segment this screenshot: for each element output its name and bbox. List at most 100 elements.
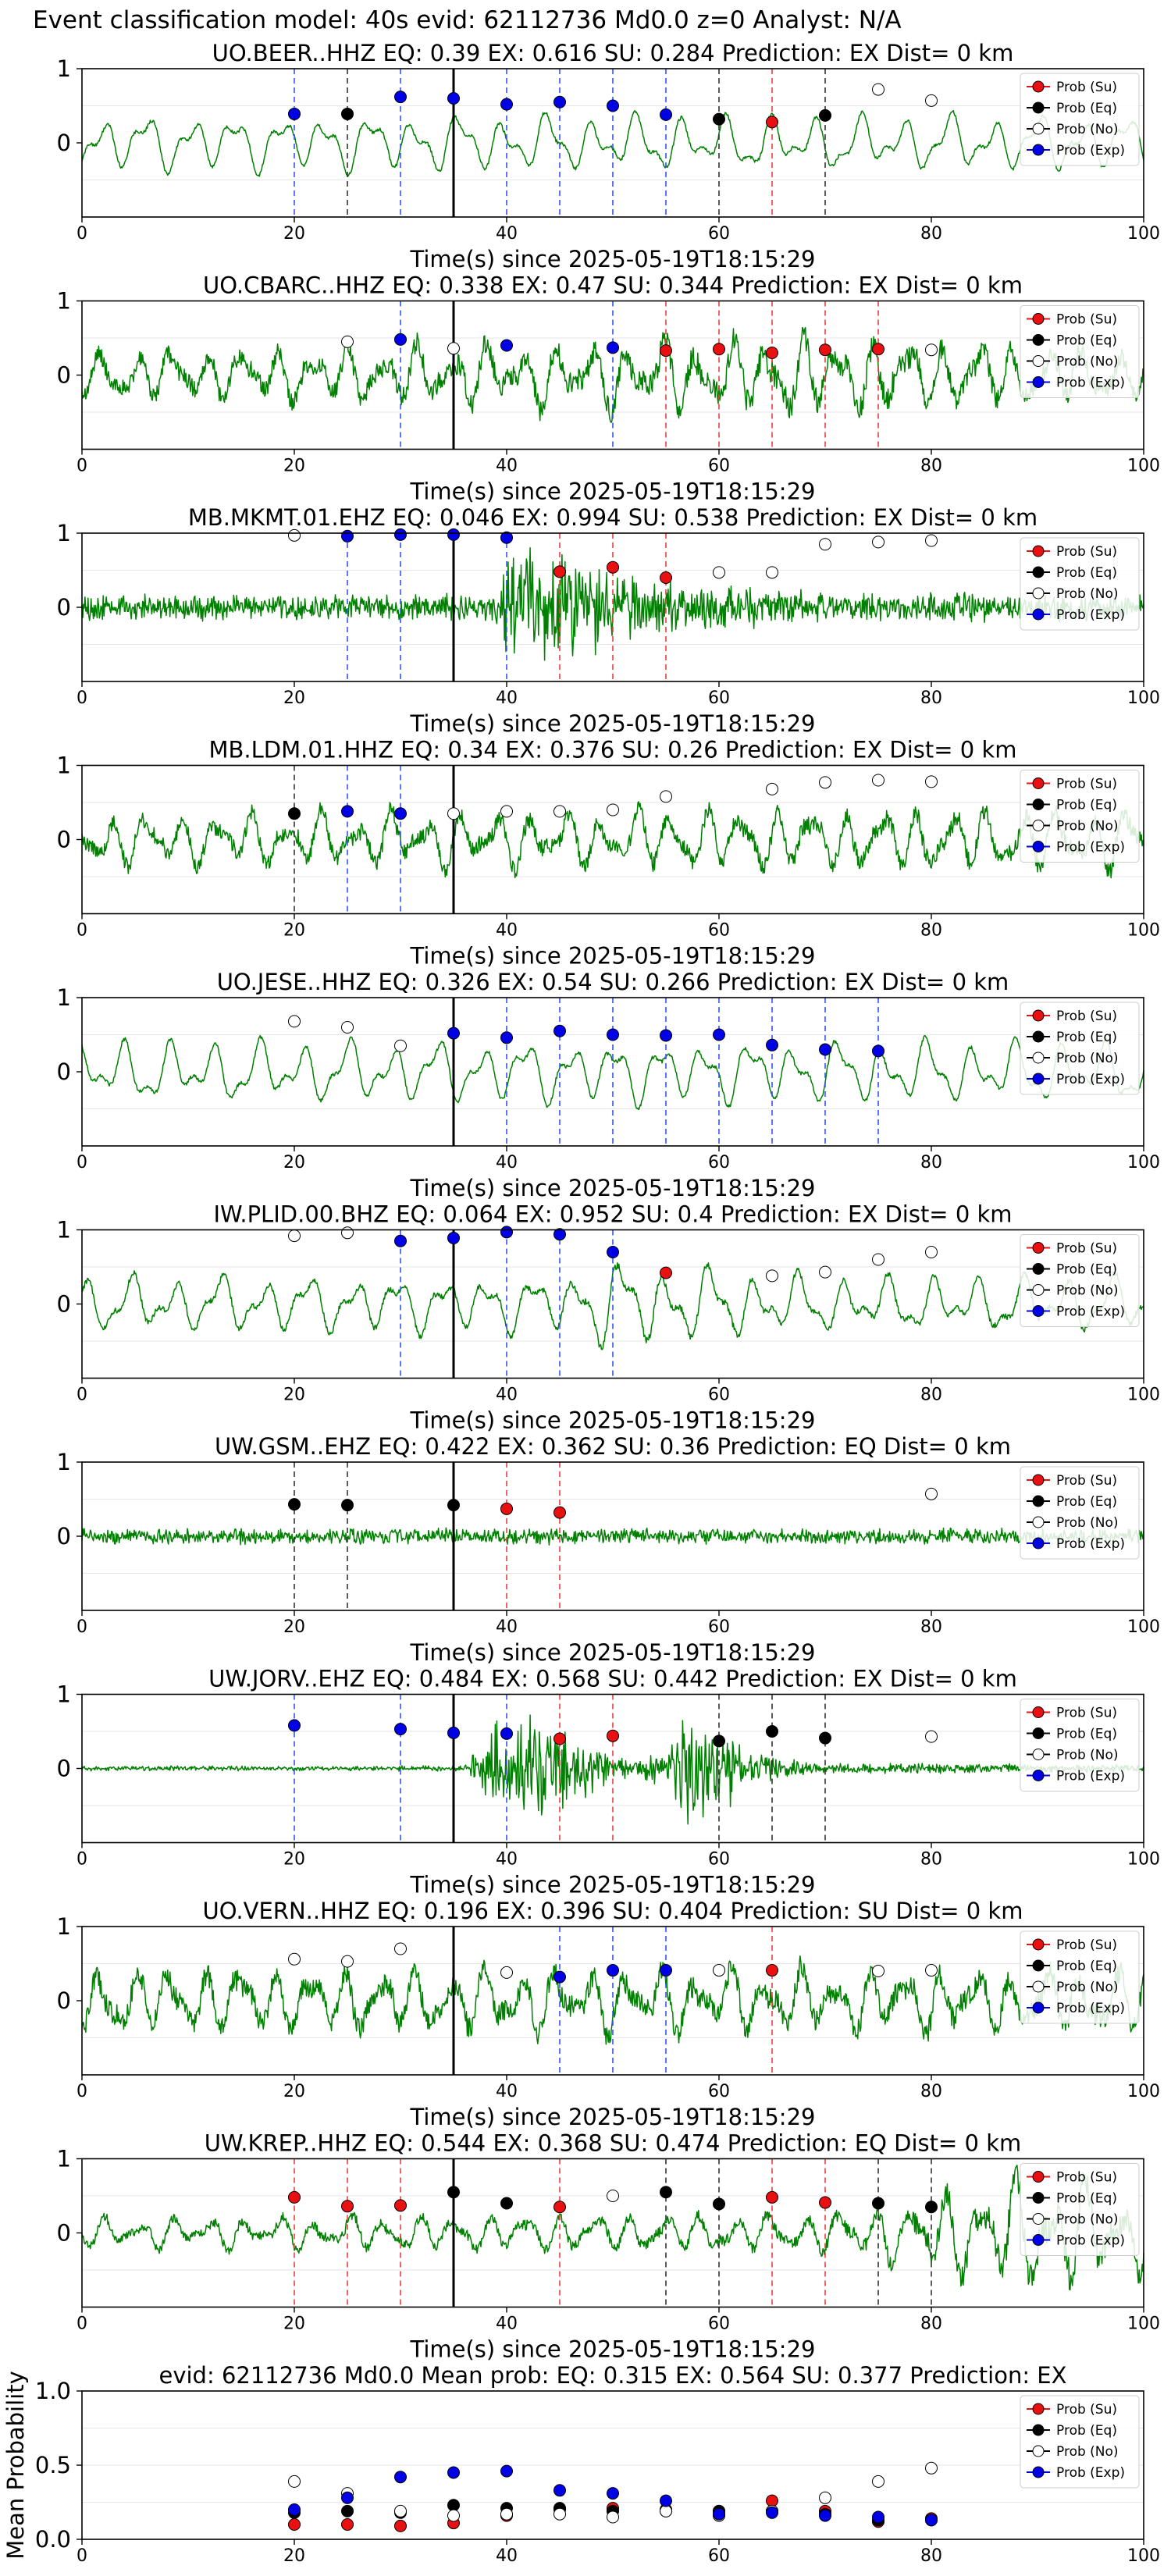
- legend-marker-no: [1032, 1980, 1045, 1993]
- y-tick-label: 1: [57, 1449, 71, 1475]
- legend-label-eq: Prob (Eq): [1056, 798, 1117, 813]
- prob-point-eq: [713, 1735, 725, 1748]
- mean-point-no: [553, 2507, 566, 2521]
- waveform-trace: [81, 1034, 1144, 1111]
- legend-label-su: Prob (Su): [1056, 2402, 1117, 2418]
- legend: Prob (Su) Prob (Eq) Prob (No) Prob (Exp): [1020, 1002, 1140, 1095]
- y-tick-label: 0: [57, 1523, 71, 1550]
- y-tick-label: 1: [57, 984, 71, 1011]
- x-tick-label: 20: [283, 1386, 305, 1405]
- x-axis-label: Time(s) since 2025-05-19T18:15:29: [410, 2104, 816, 2130]
- x-axis-label: Time(s) since 2025-05-19T18:15:29: [410, 2336, 816, 2363]
- prob-point-exp: [660, 1029, 672, 1042]
- legend-label-su: Prob (Su): [1056, 80, 1117, 95]
- legend-label-eq: Prob (Eq): [1056, 2423, 1117, 2439]
- x-tick-label: 80: [920, 224, 942, 244]
- prob-point-eq: [288, 1498, 301, 1511]
- prob-point-exp: [288, 107, 301, 120]
- prob-point-su: [660, 344, 672, 358]
- x-tick-label: 40: [496, 1153, 518, 1172]
- x-tick-label: 0: [77, 457, 87, 476]
- subplot-title: UO.JESE..HHZ EQ: 0.326 EX: 0.54 SU: 0.26…: [217, 969, 1009, 995]
- legend-label-no: Prob (No): [1056, 819, 1119, 834]
- prob-point-no: [394, 1039, 407, 1052]
- x-tick-label: 40: [496, 2082, 518, 2101]
- prob-point-exp: [660, 108, 672, 121]
- legend-label-eq: Prob (Eq): [1056, 1727, 1117, 1742]
- legend-marker-eq: [1032, 334, 1045, 346]
- x-tick-label: 100: [1127, 1850, 1160, 1870]
- x-axis-label: Time(s) since 2025-05-19T18:15:29: [410, 1872, 816, 1898]
- x-tick-label: 60: [708, 1386, 730, 1405]
- legend-marker-eq: [1032, 1263, 1045, 1275]
- prob-point-exp: [607, 1964, 619, 1977]
- x-axis-label: Time(s) since 2025-05-19T18:15:29: [410, 943, 816, 970]
- prob-point-no: [500, 1966, 513, 1979]
- x-tick-label: 20: [283, 2082, 305, 2101]
- legend-label-su: Prob (Su): [1056, 312, 1117, 328]
- prob-point-no: [341, 1226, 354, 1240]
- legend-marker-exp: [1032, 2466, 1045, 2478]
- legend-marker-exp: [1032, 1073, 1045, 1085]
- legend-marker-exp: [1032, 2234, 1045, 2246]
- x-tick-label: 80: [920, 1850, 942, 1870]
- legend-marker-no: [1032, 1051, 1045, 1064]
- prob-point-no: [288, 528, 301, 542]
- legend-marker-su: [1032, 313, 1045, 325]
- legend-box: [1020, 73, 1140, 166]
- prob-point-exp: [394, 91, 407, 104]
- prob-point-exp: [394, 807, 407, 820]
- prob-point-su: [766, 116, 778, 129]
- prob-point-su: [394, 2199, 407, 2212]
- subplot-title: IW.PLID.00.BHZ EQ: 0.064 EX: 0.952 SU: 0…: [213, 1201, 1012, 1228]
- legend-label-exp: Prob (Exp): [1056, 1769, 1125, 1784]
- waveform-trace: [81, 2165, 1144, 2291]
- prob-point-no: [872, 1253, 884, 1266]
- x-tick-label: 80: [920, 2082, 942, 2101]
- mean-point-su: [766, 2494, 778, 2507]
- prob-point-exp: [553, 1970, 566, 1984]
- mean-point-exp: [607, 2487, 619, 2500]
- x-tick-label: 20: [283, 2546, 305, 2566]
- legend-marker-eq: [1032, 799, 1045, 810]
- prob-point-exp: [394, 333, 407, 346]
- x-tick-label: 0: [77, 688, 87, 708]
- mean-point-exp: [500, 2464, 513, 2478]
- x-tick-label: 0: [77, 1850, 87, 1870]
- x-tick-label: 0: [77, 2546, 87, 2566]
- legend-marker-su: [1032, 1706, 1045, 1718]
- y-tick-label: 1.0: [35, 2378, 71, 2404]
- legend-box: [1020, 305, 1140, 398]
- prob-point-no: [925, 1964, 938, 1977]
- subplot-title: MB.LDM.01.HHZ EQ: 0.34 EX: 0.376 SU: 0.2…: [209, 737, 1017, 763]
- legend-label-exp: Prob (Exp): [1056, 2465, 1125, 2481]
- prob-point-no: [341, 335, 354, 348]
- legend-box: [1020, 1234, 1140, 1327]
- legend-marker-exp: [1032, 144, 1045, 156]
- x-tick-label: 80: [920, 2314, 942, 2334]
- x-tick-label: 40: [496, 688, 518, 708]
- x-axis-label: Time(s) since 2025-05-19T18:15:29: [410, 479, 816, 505]
- legend-label-eq: Prob (Eq): [1056, 1494, 1117, 1510]
- x-tick-label: 20: [283, 1850, 305, 1870]
- legend: Prob (Su) Prob (Eq) Prob (No) Prob (Exp): [1020, 2163, 1140, 2256]
- x-tick-label: 20: [283, 921, 305, 941]
- mean-point-no: [925, 2461, 938, 2475]
- prob-point-su: [872, 343, 884, 356]
- legend: Prob (Su) Prob (Eq) Prob (No) Prob (Exp): [1020, 1699, 1140, 1791]
- mean-point-exp: [288, 2503, 301, 2516]
- subplot-4: MB.LDM.01.HHZ EQ: 0.34 EX: 0.376 SU: 0.2…: [57, 737, 1160, 970]
- x-tick-label: 0: [77, 1153, 87, 1172]
- legend-box: [1020, 770, 1140, 863]
- x-tick-label: 40: [496, 224, 518, 244]
- x-tick-label: 20: [283, 1153, 305, 1172]
- x-axis-label: Time(s) since 2025-05-19T18:15:29: [410, 1175, 816, 1201]
- prob-point-eq: [288, 807, 301, 820]
- x-tick-label: 80: [920, 1617, 942, 1637]
- prob-point-su: [288, 2190, 301, 2204]
- x-axis-label: Time(s) since 2025-05-19T18:15:29: [410, 1407, 816, 1434]
- x-tick-label: 40: [496, 921, 518, 941]
- x-axis-label: Time(s) since 2025-05-19T18:15:29: [410, 1639, 816, 1666]
- axes-frame: [81, 764, 1144, 915]
